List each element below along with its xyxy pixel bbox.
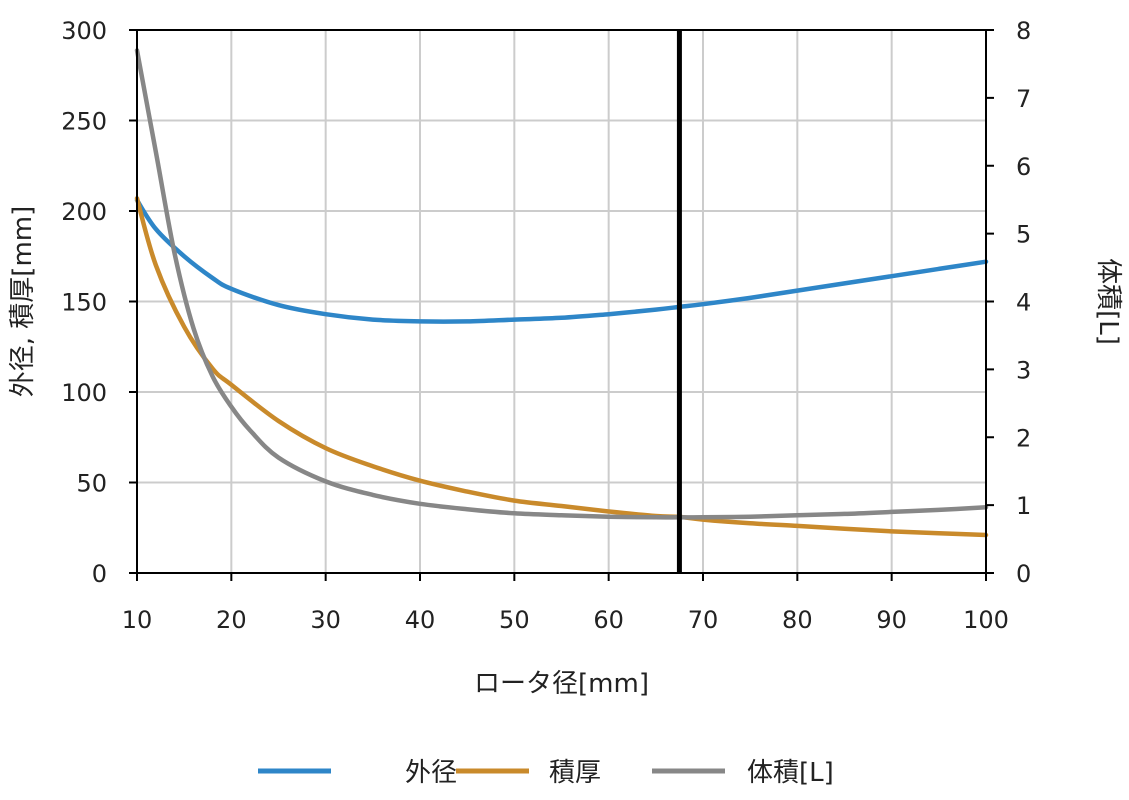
x-axis-label: ロータ径[mm] [474,669,649,699]
legend-label-1: 外径 [405,758,457,788]
y-left-tick-label: 150 [61,289,107,317]
x-tick-label: 60 [593,606,624,634]
x-tick-label: 50 [499,606,530,634]
x-tick-label: 90 [876,606,907,634]
x-tick-label: 10 [122,606,153,634]
y-left-tick-label: 50 [76,470,107,498]
legend-label-3: 体積[L] [747,758,834,788]
y-right-tick-label: 7 [1016,85,1031,113]
y-axis-left-label: 外径, 積厚[mm] [8,206,38,397]
series-line-1 [134,197,989,324]
x-tick-label: 100 [963,606,1009,634]
y-right-tick-label: 0 [1016,560,1031,588]
legend: 外径 積厚 体積[L] [258,758,834,788]
y-right-tick-label: 6 [1016,153,1031,181]
series-lines [134,48,989,538]
y-right-tick-label: 8 [1016,17,1031,45]
x-tick-label: 30 [310,606,341,634]
x-tick-label: 20 [216,606,247,634]
y-axis-right-label: 体積[L] [1093,258,1123,345]
x-tick-label: 70 [688,606,719,634]
y-left-tick-label: 250 [61,108,107,136]
x-tick-label: 40 [405,606,436,634]
y-left-tick-label: 100 [61,379,107,407]
y-right-tick-label: 2 [1016,424,1031,452]
legend-label-2: 積厚 [549,758,601,788]
tick-labels: 10 20 30 40 50 60 70 80 90 1000501001502002503000… [61,17,1031,634]
series-line-3 [134,48,989,520]
y-right-tick-label: 3 [1016,356,1031,384]
y-right-tick-label: 5 [1016,221,1031,249]
y-right-tick-label: 4 [1016,289,1031,317]
y-left-tick-label: 200 [61,198,107,226]
series-line-2 [134,196,989,538]
x-tick-label: 80 [782,606,813,634]
y-right-tick-label: 1 [1016,492,1031,520]
y-left-tick-label: 300 [61,17,107,45]
y-left-tick-label: 0 [92,560,107,588]
